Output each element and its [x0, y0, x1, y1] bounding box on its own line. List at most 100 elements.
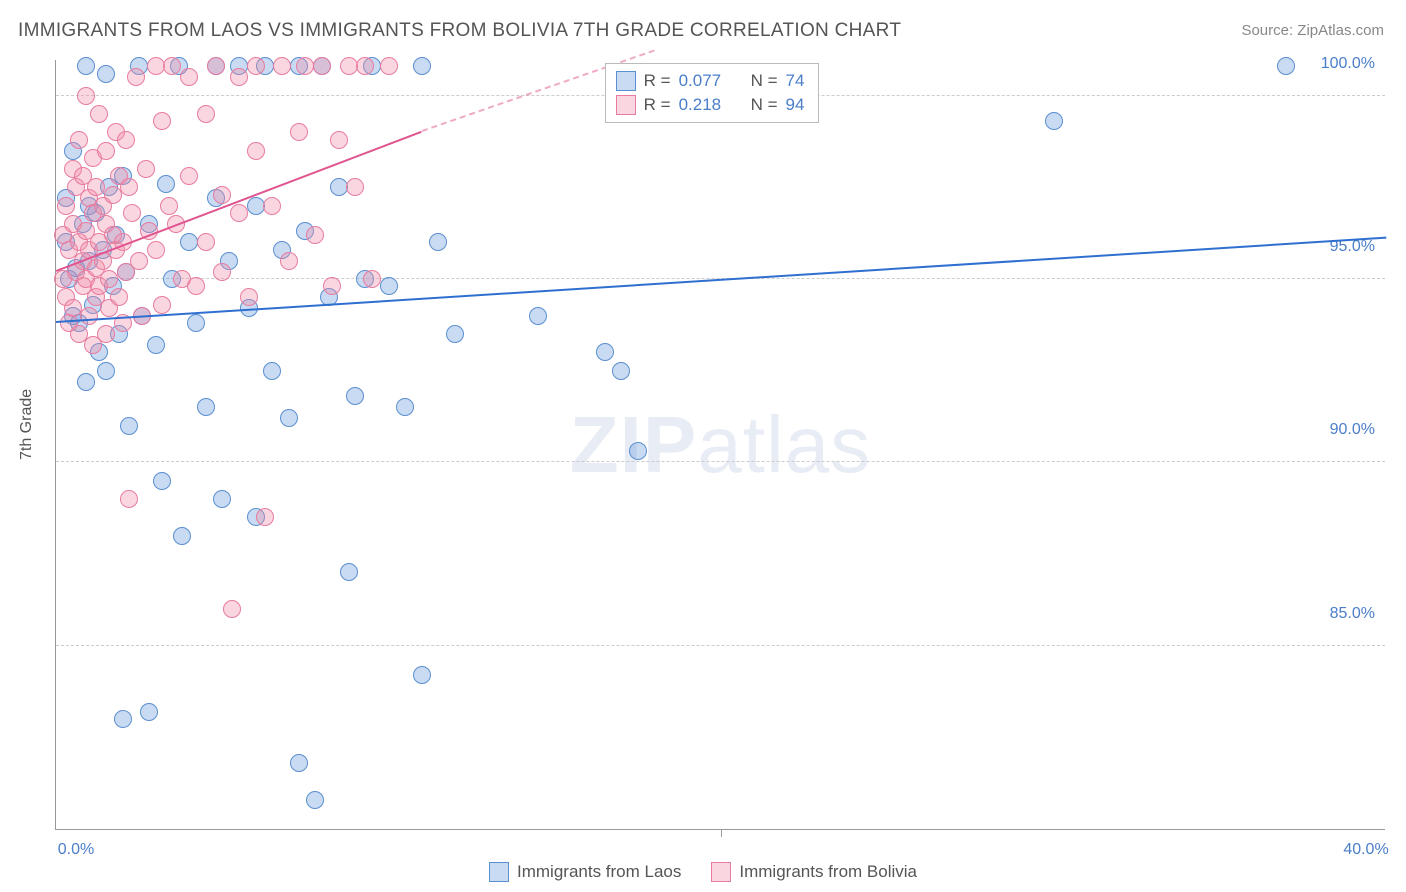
point-bolivia	[147, 57, 165, 75]
source-attribution: Source: ZipAtlas.com	[1241, 22, 1384, 39]
point-bolivia	[230, 68, 248, 86]
point-laos	[77, 57, 95, 75]
n-label: N =	[751, 71, 778, 91]
point-bolivia	[104, 186, 122, 204]
series-legend: Immigrants from Laos Immigrants from Bol…	[489, 862, 917, 882]
y-axis-label: 7th Grade	[18, 389, 36, 460]
point-laos	[380, 277, 398, 295]
point-laos	[114, 710, 132, 728]
legend-item-laos: Immigrants from Laos	[489, 862, 681, 882]
point-bolivia	[263, 197, 281, 215]
point-bolivia	[110, 288, 128, 306]
n-label: N =	[751, 95, 778, 115]
point-bolivia	[340, 57, 358, 75]
point-bolivia	[197, 233, 215, 251]
point-bolivia	[64, 299, 82, 317]
point-bolivia	[323, 277, 341, 295]
point-bolivia	[187, 277, 205, 295]
point-laos	[97, 362, 115, 380]
point-bolivia	[70, 131, 88, 149]
point-laos	[77, 373, 95, 391]
point-laos	[1045, 112, 1063, 130]
point-bolivia	[97, 142, 115, 160]
point-bolivia	[97, 325, 115, 343]
point-bolivia	[80, 307, 98, 325]
point-bolivia	[87, 178, 105, 196]
point-laos	[446, 325, 464, 343]
point-bolivia	[313, 57, 331, 75]
point-bolivia	[330, 131, 348, 149]
point-bolivia	[120, 178, 138, 196]
point-bolivia	[197, 105, 215, 123]
point-laos	[173, 527, 191, 545]
point-laos	[429, 233, 447, 251]
gridline	[56, 461, 1385, 462]
point-bolivia	[207, 57, 225, 75]
gridline	[56, 645, 1385, 646]
point-bolivia	[230, 204, 248, 222]
point-bolivia	[223, 600, 241, 618]
point-laos	[396, 398, 414, 416]
point-bolivia	[240, 288, 258, 306]
point-bolivia	[280, 252, 298, 270]
point-laos	[1277, 57, 1295, 75]
point-bolivia	[247, 142, 265, 160]
point-bolivia	[180, 167, 198, 185]
y-tick-label: 85.0%	[1330, 605, 1375, 623]
legend-label-laos: Immigrants from Laos	[517, 862, 681, 882]
point-laos	[612, 362, 630, 380]
point-laos	[140, 703, 158, 721]
r-label: R =	[644, 95, 671, 115]
point-laos	[629, 442, 647, 460]
point-laos	[197, 398, 215, 416]
n-value: 94	[786, 95, 805, 115]
point-bolivia	[117, 131, 135, 149]
point-laos	[596, 343, 614, 361]
point-bolivia	[256, 508, 274, 526]
point-bolivia	[137, 160, 155, 178]
point-bolivia	[356, 57, 374, 75]
point-laos	[157, 175, 175, 193]
point-bolivia	[147, 241, 165, 259]
point-bolivia	[153, 296, 171, 314]
point-bolivia	[123, 204, 141, 222]
point-laos	[247, 197, 265, 215]
point-laos	[346, 387, 364, 405]
point-laos	[120, 417, 138, 435]
chart-title: IMMIGRANTS FROM LAOS VS IMMIGRANTS FROM …	[18, 20, 901, 42]
point-bolivia	[160, 197, 178, 215]
point-laos	[180, 233, 198, 251]
point-bolivia	[213, 186, 231, 204]
point-laos	[330, 178, 348, 196]
point-laos	[187, 314, 205, 332]
trend-line	[56, 237, 1386, 323]
point-bolivia	[130, 252, 148, 270]
legend-label-bolivia: Immigrants from Bolivia	[739, 862, 917, 882]
point-bolivia	[100, 270, 118, 288]
point-laos	[340, 563, 358, 581]
watermark: ZIPatlas	[570, 399, 871, 491]
point-bolivia	[213, 263, 231, 281]
r-value: 0.218	[679, 95, 731, 115]
legend-swatch	[616, 95, 636, 115]
point-laos	[147, 336, 165, 354]
point-bolivia	[306, 226, 324, 244]
r-value: 0.077	[679, 71, 731, 91]
point-bolivia	[127, 68, 145, 86]
stats-legend: R =0.077N =74R =0.218N =94	[605, 63, 820, 123]
point-laos	[280, 409, 298, 427]
point-laos	[97, 65, 115, 83]
point-bolivia	[273, 57, 291, 75]
point-bolivia	[290, 123, 308, 141]
point-bolivia	[153, 112, 171, 130]
point-bolivia	[296, 57, 314, 75]
scatter-chart: ZIPatlas 85.0%90.0%95.0%100.0%0.0%40.0%R…	[55, 60, 1385, 830]
r-label: R =	[644, 71, 671, 91]
point-bolivia	[77, 87, 95, 105]
point-laos	[290, 754, 308, 772]
point-laos	[413, 57, 431, 75]
x-tick	[721, 829, 722, 837]
legend-swatch-laos	[489, 862, 509, 882]
y-tick-label: 100.0%	[1321, 55, 1375, 73]
point-laos	[213, 490, 231, 508]
